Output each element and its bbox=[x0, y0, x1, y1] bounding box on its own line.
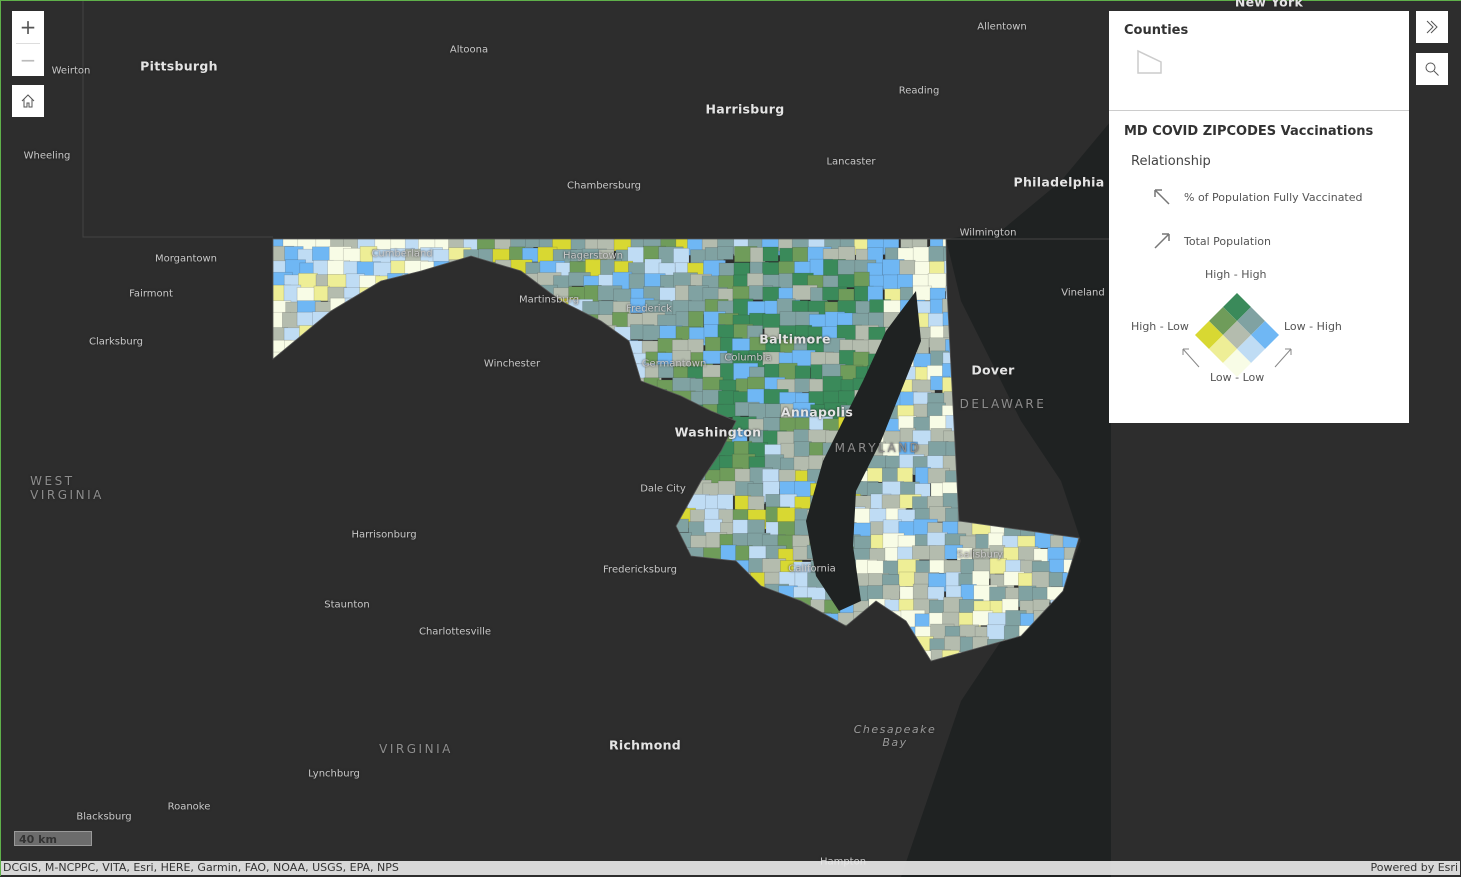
zipcode-area bbox=[717, 246, 734, 260]
place-label: Blacksburg bbox=[76, 811, 132, 823]
zipcode-area bbox=[793, 441, 812, 457]
double-chevron-right-icon bbox=[1426, 20, 1438, 34]
zipcode-area bbox=[671, 350, 691, 367]
place-label: Lancaster bbox=[826, 156, 876, 168]
zipcode-area bbox=[720, 544, 737, 561]
place-label: Wilmington bbox=[959, 227, 1017, 239]
legend-layer-title: MD COVID ZIPCODES Vaccinations bbox=[1124, 124, 1374, 139]
place-label: Chambersburg bbox=[567, 180, 641, 192]
expand-button[interactable] bbox=[1416, 11, 1448, 43]
place-label: Morgantown bbox=[154, 253, 218, 265]
home-icon bbox=[21, 94, 35, 108]
place-label: Vineland bbox=[1061, 287, 1105, 299]
place-label: Richmond bbox=[608, 737, 682, 753]
zoom-controls: + − bbox=[12, 11, 44, 76]
legend-counties: Counties bbox=[1109, 11, 1409, 111]
zipcode-area bbox=[898, 571, 916, 587]
place-label: Wheeling bbox=[23, 150, 71, 162]
place-label: Clarksburg bbox=[89, 336, 143, 348]
zipcode-area bbox=[762, 417, 781, 432]
place-label: Charlottesville bbox=[418, 626, 492, 638]
place-label: Harrisonburg bbox=[351, 529, 417, 541]
place-label: Winchester bbox=[483, 358, 541, 370]
place-label: DELAWARE bbox=[959, 397, 1047, 411]
attribution-bar[interactable]: DCGIS, M-NCPPC, VITA, Esri, HERE, Garmin… bbox=[1, 861, 1460, 875]
attribution-text: DCGIS, M-NCPPC, VITA, Esri, HERE, Garmin… bbox=[3, 861, 399, 874]
scale-bar: 40 km bbox=[14, 831, 92, 846]
place-label: Altoona bbox=[449, 44, 489, 56]
place-label: Frederick bbox=[626, 303, 672, 315]
place-label: California bbox=[788, 563, 836, 575]
ocean-bay-water bbox=[901, 121, 1111, 877]
zipcode-area bbox=[762, 246, 779, 262]
legend-vaccinations: MD COVID ZIPCODES Vaccinations Relations… bbox=[1109, 111, 1409, 384]
arrow-up-right-icon bbox=[1154, 233, 1170, 249]
zipcode-area bbox=[732, 519, 750, 536]
field2-label: Total Population bbox=[1184, 234, 1271, 248]
zipcode-area bbox=[313, 285, 330, 302]
state-border bbox=[82, 1, 273, 238]
place-label: Roanoke bbox=[167, 801, 211, 813]
place-label: VIRGINIA bbox=[379, 742, 453, 756]
place-label: Reading bbox=[898, 85, 940, 97]
zipcode-area bbox=[703, 518, 723, 533]
legend-layer-title: Counties bbox=[1124, 23, 1189, 38]
arrow-icon bbox=[1274, 348, 1292, 368]
place-label: Germantown bbox=[641, 358, 707, 370]
zoom-in-button[interactable]: + bbox=[12, 11, 44, 43]
place-label: MARYLAND bbox=[834, 441, 922, 455]
place-label: Hagerstown bbox=[562, 250, 624, 262]
place-label: Fairmont bbox=[129, 288, 173, 300]
place-label: Lynchburg bbox=[308, 768, 360, 780]
zipcode-area bbox=[717, 480, 737, 497]
search-button[interactable] bbox=[1416, 53, 1448, 85]
place-label: WEST VIRGINIA bbox=[30, 474, 104, 502]
arrow-up-left-icon bbox=[1154, 189, 1170, 205]
place-label: Staunton bbox=[324, 599, 370, 611]
place-label: Cumberland bbox=[371, 248, 433, 260]
zipcode-area bbox=[912, 274, 931, 288]
place-label: Pittsburgh bbox=[140, 58, 218, 74]
zipcode-area bbox=[883, 274, 900, 291]
relationship-label: Relationship bbox=[1131, 154, 1211, 169]
zipcode-area bbox=[296, 311, 314, 327]
zipcode-area bbox=[628, 273, 645, 290]
place-label: Baltimore bbox=[759, 331, 831, 347]
search-icon bbox=[1425, 62, 1439, 76]
place-label: Salisbury bbox=[957, 549, 1003, 561]
zipcode-area bbox=[853, 271, 870, 288]
place-label: Fredericksburg bbox=[603, 564, 677, 576]
place-label: Allentown bbox=[977, 21, 1027, 33]
place-label: Weirton bbox=[51, 65, 91, 77]
legend-panel: Counties MD COVID ZIPCODES Vaccinations … bbox=[1109, 11, 1409, 423]
field1-label: % of Population Fully Vaccinated bbox=[1184, 190, 1363, 204]
place-label: Philadelphia bbox=[1013, 174, 1105, 190]
arrow-icon bbox=[1182, 348, 1200, 368]
place-label: Dale City bbox=[640, 483, 686, 495]
zoom-out-button[interactable]: − bbox=[12, 44, 44, 76]
place-label: Chesapeake Bay bbox=[853, 723, 937, 749]
place-label: New York bbox=[1234, 0, 1304, 10]
bivariate-color-diamond bbox=[1182, 293, 1292, 377]
corner-label-top: High - High bbox=[1205, 268, 1267, 281]
powered-by-esri[interactable]: Powered by Esri bbox=[1370, 861, 1458, 874]
place-label: Harrisburg bbox=[705, 101, 785, 117]
place-label: Annapolis bbox=[780, 404, 854, 420]
place-label: Columbia bbox=[724, 352, 772, 364]
place-label: Martinsburg bbox=[518, 294, 580, 306]
home-button[interactable] bbox=[12, 85, 44, 117]
place-label: Washington bbox=[674, 424, 762, 440]
polygon-symbol-icon bbox=[1137, 49, 1162, 74]
zipcode-area bbox=[986, 624, 1006, 642]
place-label: Dover bbox=[971, 362, 1015, 378]
